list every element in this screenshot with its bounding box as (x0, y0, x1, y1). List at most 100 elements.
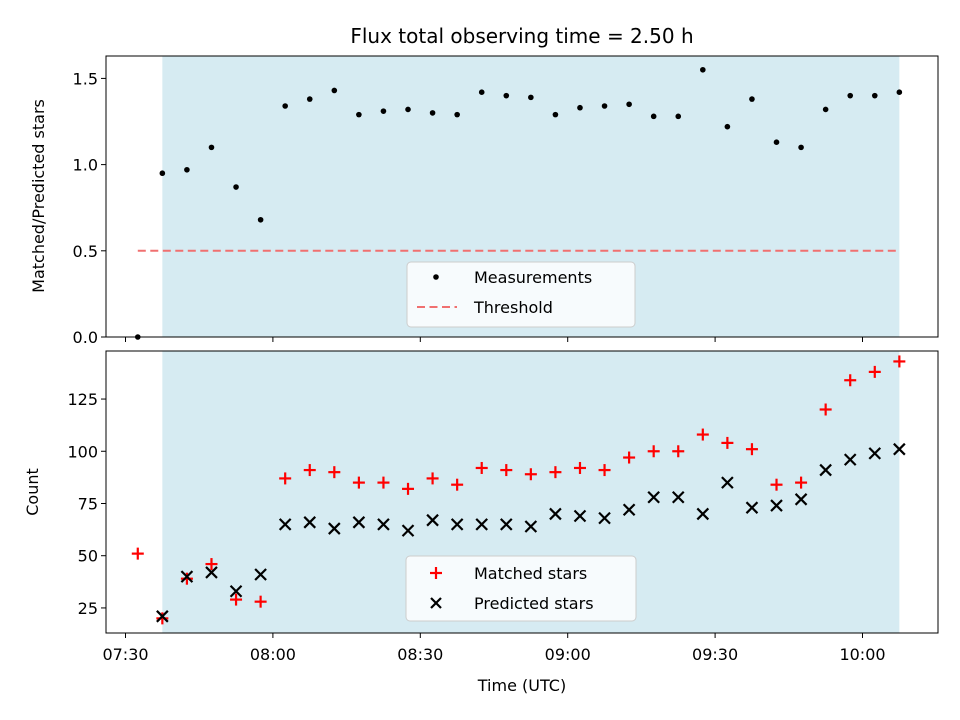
predicted-star-point (868, 447, 882, 460)
measurement-point (208, 144, 215, 151)
ratio-plot-frame (105, 55, 939, 338)
predicted-star-point (328, 522, 341, 535)
predicted-star-point (770, 499, 783, 512)
matched-star-point (893, 355, 906, 368)
matched-star-point (524, 468, 537, 481)
measurement-point (282, 103, 288, 109)
x-axis-label: Time (UTC) (477, 676, 566, 695)
matched-star-point (303, 464, 316, 477)
predicted-star-point (156, 610, 169, 623)
measurement-point (405, 106, 411, 113)
x-tick-label: 09:00 (545, 645, 591, 664)
x-tick-label: 09:30 (692, 645, 738, 664)
measurement-point (773, 139, 780, 145)
measurement-legend-marker (433, 274, 439, 280)
predicted-star-point (745, 501, 759, 514)
matched-star-point (156, 612, 169, 625)
matched-star-point (623, 451, 636, 464)
ratio-legend: Measurements Threshold (406, 261, 636, 328)
predicted-star-point (278, 518, 292, 531)
predicted-star-point (696, 507, 710, 521)
matched-star-point (844, 374, 857, 387)
measurement-point (601, 103, 608, 109)
matched-star-point (672, 445, 685, 458)
matched-legend-label: Matched stars (474, 564, 587, 583)
ratio-legend-box (406, 261, 636, 328)
count-y-tick-label: 125 (67, 390, 98, 409)
ratio-y-label: Matched/Predicted stars (29, 99, 48, 293)
predicted-star-point (475, 518, 488, 531)
count-legend-box (405, 555, 637, 622)
matched-star-point (205, 558, 218, 571)
matched-star-point (279, 472, 292, 485)
count-y-ticks: 25 50 75 100 125 (67, 390, 106, 618)
matched-star-point (721, 436, 734, 449)
measurement-point (871, 92, 878, 99)
measurement-point (257, 216, 264, 223)
matched-star-point (696, 428, 709, 441)
matched-star-point (868, 365, 881, 378)
measurement-point (552, 111, 559, 118)
matched-star-point (180, 572, 193, 585)
measurement-point (503, 92, 510, 99)
matched-legend-marker (430, 567, 442, 579)
matched-star-point (230, 593, 243, 606)
ratio-y-ticks: 0.0 0.5 1.0 1.5 (73, 69, 106, 347)
predicted-star-point (647, 490, 660, 504)
ratio-y-tick-label: 0.5 (73, 242, 98, 261)
predicted-star-point (843, 453, 857, 466)
matched-star-point (131, 547, 144, 560)
measurement-point (626, 101, 632, 108)
matched-star-point (328, 466, 341, 479)
matched-star-point (549, 466, 562, 479)
measurement-point (749, 96, 755, 102)
matched-star-point (451, 478, 464, 491)
predicted-star-point (524, 520, 538, 533)
predicted-star-point (794, 493, 808, 506)
measurement-point (798, 144, 804, 151)
predicted-star-point (819, 463, 832, 477)
measurement-point (380, 108, 387, 114)
count-x-ticks: 07:30 08:00 08:30 09:00 09:30 10:00 (102, 633, 886, 664)
ratio-y-tick-label: 1.0 (73, 156, 98, 175)
threshold-legend-label: Threshold (473, 298, 553, 317)
matched-star-point (770, 478, 783, 491)
count-legend: Matched stars Predicted stars (405, 555, 637, 622)
matched-star-point (647, 445, 660, 458)
x-tick-label: 08:30 (397, 645, 443, 664)
ratio-panel: 0.0 0.5 1.0 1.5 Matched/Predicted stars Mea… (29, 55, 939, 347)
matched-star-point (426, 472, 439, 485)
predicted-star-point (721, 476, 734, 489)
predicted-star-point (671, 490, 685, 504)
matched-star-point (352, 476, 365, 489)
predicted-star-point (622, 503, 636, 517)
predicted-star-point (303, 516, 317, 529)
predicted-star-point (500, 518, 513, 531)
measurement-point (847, 92, 854, 99)
count-y-tick-label: 100 (67, 442, 98, 461)
measurement-point (650, 113, 657, 120)
measurement-legend-label: Measurements (474, 268, 592, 287)
matched-star-point (254, 595, 267, 608)
matched-star-point (819, 403, 832, 416)
matched-star-point (745, 443, 758, 456)
matched-star-point (402, 482, 415, 495)
predicted-star-point (377, 518, 390, 531)
measurement-point (454, 111, 460, 118)
predicted-star-point (573, 509, 587, 523)
predicted-star-point (893, 442, 906, 456)
ratio-x-ticks (125, 337, 863, 342)
measurement-point (356, 111, 362, 118)
measurement-point (675, 113, 682, 120)
measurement-points (134, 66, 903, 340)
matched-star-point (377, 476, 390, 489)
measurement-point (233, 184, 239, 190)
predicted-star-point (180, 570, 194, 583)
matched-star-point (598, 464, 611, 477)
count-y-label: Count (23, 468, 42, 516)
predicted-star-point (426, 513, 439, 527)
predicted-star-point (254, 568, 267, 581)
predicted-star-point (401, 524, 415, 537)
predicted-star-point (229, 584, 243, 598)
